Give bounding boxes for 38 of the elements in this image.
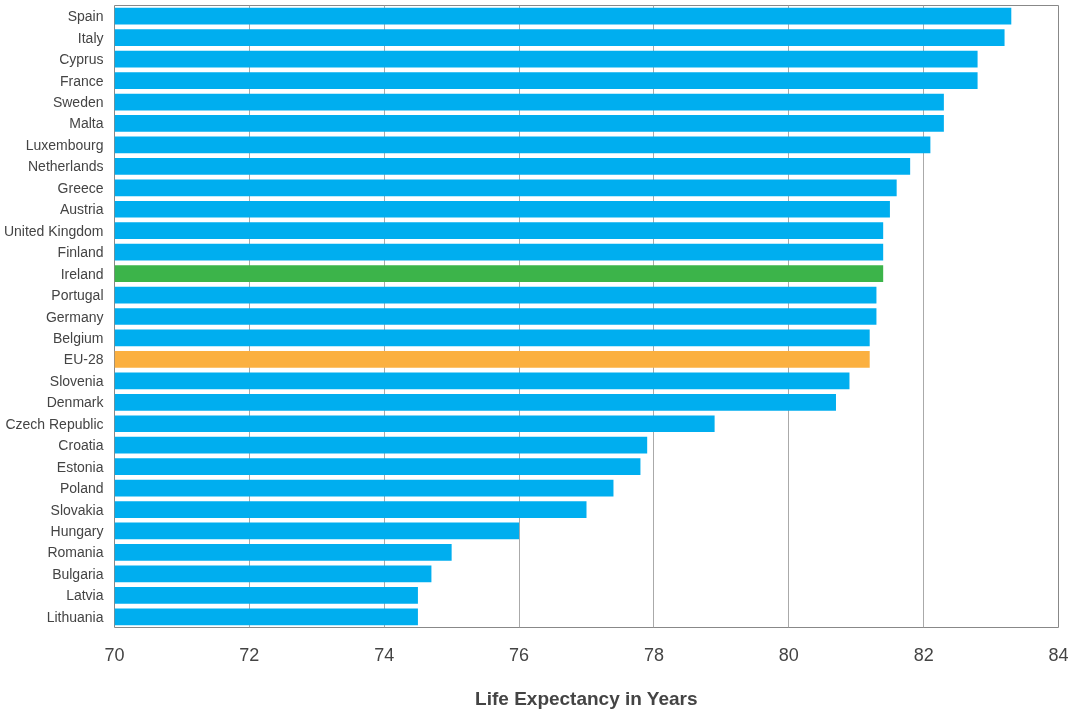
- y-tick-label: Austria: [59, 201, 104, 218]
- y-tick-label: Denmark: [46, 394, 105, 411]
- y-tick-label: Netherlands: [28, 158, 104, 175]
- x-tick-label: 78: [643, 644, 664, 665]
- y-tick-label: Italy: [77, 29, 104, 46]
- x-tick-label: 76: [509, 644, 530, 665]
- y-tick-label: Lithuania: [46, 608, 104, 625]
- x-tick-label: 82: [913, 644, 934, 665]
- y-tick-label: Greece: [57, 179, 104, 196]
- x-tick-label: 70: [104, 644, 125, 665]
- y-tick-label: Cyprus: [59, 51, 104, 68]
- y-tick-label: Romania: [47, 544, 104, 561]
- y-tick-label: EU-28: [63, 351, 104, 368]
- y-tick-label: Slovenia: [49, 372, 104, 389]
- x-tick-label: 84: [1048, 644, 1069, 665]
- y-tick-label: Finland: [57, 244, 104, 261]
- y-tick-label: Malta: [69, 115, 104, 132]
- x-tick-label: 74: [374, 644, 395, 665]
- y-tick-label: Latvia: [66, 587, 104, 604]
- y-tick-label: Germany: [45, 308, 104, 325]
- y-tick-label: Czech Republic: [5, 415, 104, 432]
- y-tick-label: Slovakia: [50, 501, 104, 518]
- y-tick-label: Hungary: [50, 522, 104, 539]
- x-tick-label: 72: [239, 644, 260, 665]
- y-tick-label: Luxembourg: [25, 136, 104, 153]
- y-tick-label: Bulgaria: [52, 565, 104, 582]
- y-tick-label: Ireland: [60, 265, 104, 282]
- y-tick-label: United Kingdom: [3, 222, 104, 239]
- y-tick-label: France: [59, 72, 104, 89]
- x-tick-label: 80: [778, 644, 799, 665]
- x-axis-title: Life Expectancy in Years: [475, 687, 698, 709]
- y-tick-label: Sweden: [52, 94, 104, 111]
- y-tick-label: Poland: [59, 480, 104, 497]
- y-tick-label: Croatia: [58, 437, 104, 454]
- y-tick-label: Spain: [67, 8, 104, 25]
- y-tick-label: Estonia: [56, 458, 104, 475]
- y-tick-label: Belgium: [52, 329, 104, 346]
- y-tick-label: Portugal: [51, 287, 104, 304]
